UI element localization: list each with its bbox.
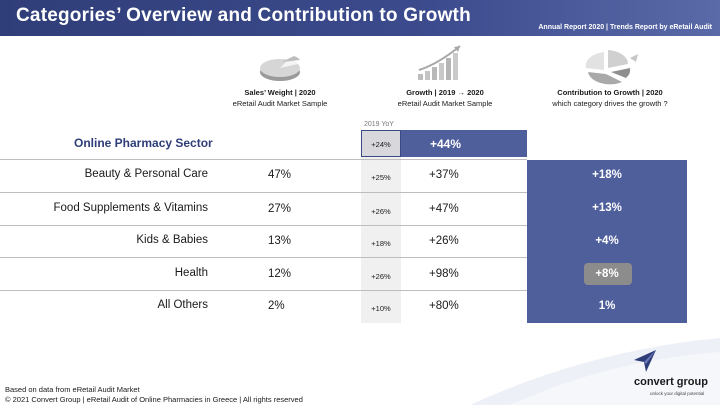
table-row-category: Beauty & Personal Care [84,168,208,180]
table-row-weight: 47% [268,169,292,181]
table-row-category: Food Supplements & Vitamins [53,202,208,214]
bar-growth-icon [418,45,461,80]
pie-chart-icon [260,56,300,81]
contribution-subtitle: which category drives the growth ? [552,99,668,108]
table-row-category: Kids & Babies [136,234,208,246]
yoy-column-label: 2019 YoY [364,121,394,128]
row-divider [0,159,527,160]
sales-weight-subtitle: eRetail Audit Market Sample [232,99,328,108]
table-row-weight: 27% [268,203,292,215]
row-divider [0,290,527,291]
contribution-title: Contribution to Growth | 2020 [557,88,663,97]
brand-name: convert group [634,376,708,388]
growth-header: Growth | 2019 → 2020 eRetail Audit Marke… [380,87,510,109]
table-row-weight: 12% [268,268,292,280]
table-row-weight: 13% [268,235,292,247]
contribution-panel [527,160,687,323]
source-note: Based on data from eRetail Audit Market [5,385,140,394]
table-row-contribution: +4% [595,235,619,247]
table-row-category: All Others [157,299,209,311]
sector-growth-box [401,130,527,157]
row-divider [0,257,527,258]
row-divider [0,225,527,226]
growth-title: Growth | 2019 → 2020 [406,88,484,97]
table-row-yoy: +18% [371,239,391,248]
title-banner: Categories’ Overview and Contribution to… [0,0,720,36]
health-contribution-highlight [584,263,632,285]
row-divider [0,192,527,193]
table-row-yoy: +25% [371,173,391,182]
sales-weight-header: Sales’ Weight | 2020 eRetail Audit Marke… [215,87,345,109]
copyright-note: © 2021 Convert Group | eRetail Audit of … [5,395,303,404]
contribution-header: Contribution to Growth | 2020 which cate… [540,87,680,109]
table-row-contribution: +8% [595,268,619,280]
table-row-category: Health [174,267,208,279]
table-row-growth: +26% [429,235,459,247]
report-subtitle: Annual Report 2020 | Trends Report by eR… [538,24,712,31]
exploded-pie-icon [585,50,638,85]
page-title: Categories’ Overview and Contribution to… [16,5,471,26]
growth-subtitle: eRetail Audit Market Sample [397,99,493,108]
sector-growth: +44% [430,137,462,151]
table-row-yoy: +10% [371,304,391,313]
table-row-yoy: +26% [371,272,391,281]
table-row-contribution: +18% [592,169,622,181]
table-row-yoy: +26% [371,207,391,216]
table-row-weight: 2% [268,300,285,312]
table-row-contribution: +13% [592,202,622,214]
decorative-swoosh [470,338,720,405]
sector-yoy: +24% [371,140,391,149]
table-row-growth: +80% [429,300,459,312]
sector-yoy-box [361,130,401,157]
sales-weight-title: Sales’ Weight | 2020 [244,88,316,97]
sector-label: Online Pharmacy Sector [74,136,213,150]
brand-tagline: unlock your digital potential [650,391,705,396]
paper-plane-logo [634,350,656,372]
table-row-contribution: 1% [598,300,616,312]
table-row-growth: +37% [429,169,459,181]
table-row-growth: +98% [429,268,459,280]
table-row-growth: +47% [429,203,459,215]
